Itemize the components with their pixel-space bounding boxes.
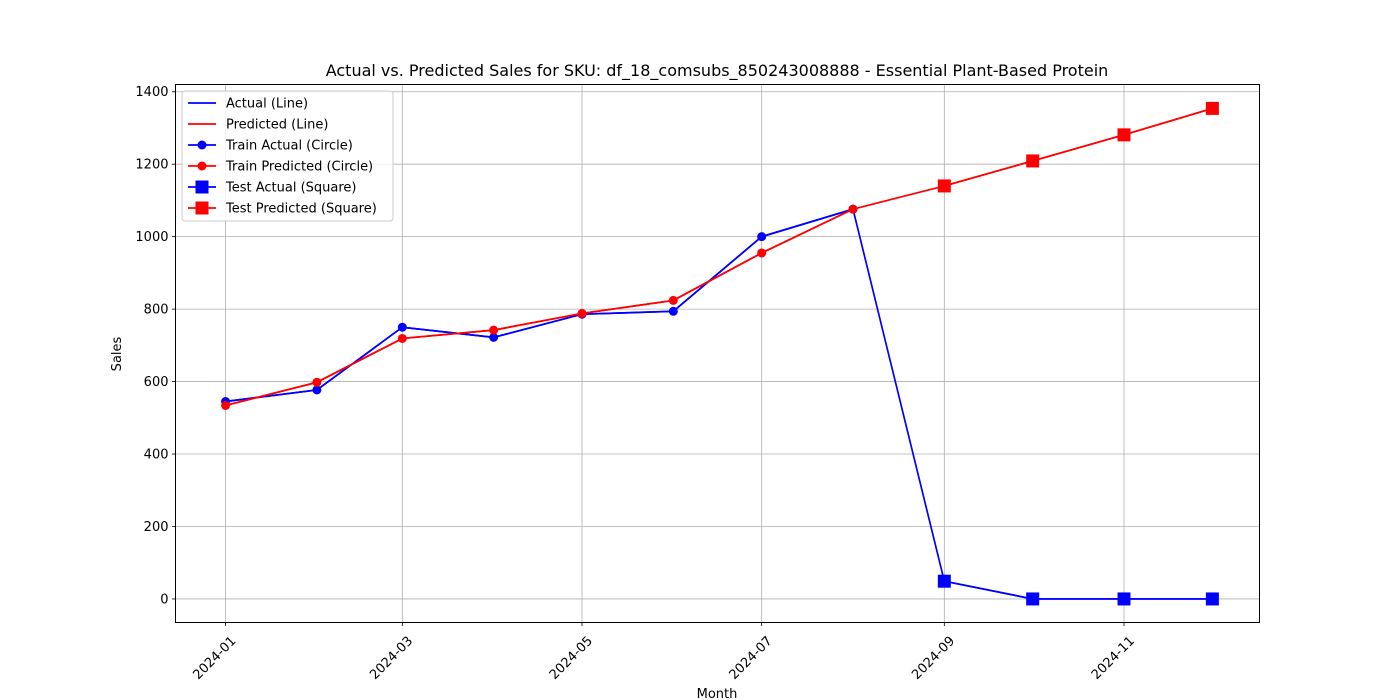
data-point bbox=[489, 332, 499, 342]
y-tick-label: 0 bbox=[160, 592, 168, 607]
legend-marker bbox=[197, 140, 207, 150]
legend-entry: Actual (Line) bbox=[188, 97, 308, 112]
x-axis-label: Month bbox=[697, 687, 738, 700]
series-line bbox=[944, 580, 1213, 600]
data-point bbox=[489, 325, 499, 335]
data-point bbox=[312, 377, 322, 387]
series-line bbox=[225, 208, 854, 403]
legend-entry: Train Predicted (Circle) bbox=[188, 160, 373, 175]
series-line bbox=[225, 208, 854, 407]
y-tick-label: 1400 bbox=[135, 85, 168, 100]
legend-marker bbox=[195, 180, 209, 194]
series-test-actual-square bbox=[937, 574, 1219, 606]
series-layer bbox=[221, 101, 1219, 606]
legend: Actual (Line) Predicted (Line) Train Actua… bbox=[181, 90, 394, 222]
legend-entry: Train Actual (Circle) bbox=[188, 139, 353, 154]
data-point bbox=[848, 204, 858, 214]
legend-entry: Predicted (Line) bbox=[188, 118, 328, 133]
series-test-predicted-square bbox=[937, 101, 1219, 193]
data-point bbox=[577, 308, 587, 318]
y-tick-label: 200 bbox=[144, 520, 169, 535]
plot-frame bbox=[175, 84, 1260, 623]
y-axis-ticks: 0 200 400 600 800 1000 1200 1400 bbox=[135, 85, 176, 607]
legend-label: Predicted (Line) bbox=[226, 118, 328, 133]
y-tick-label: 1200 bbox=[135, 158, 168, 173]
series-train-actual-circle bbox=[221, 204, 858, 407]
legend-label: Actual (Line) bbox=[226, 97, 308, 112]
legend-label: Test Actual (Square) bbox=[225, 181, 357, 196]
legend-entry: Test Actual (Square) bbox=[188, 180, 357, 196]
data-point bbox=[757, 232, 767, 242]
legend-box bbox=[181, 90, 394, 222]
y-tick-label: 400 bbox=[144, 448, 169, 463]
y-tick-label: 600 bbox=[144, 375, 169, 390]
y-tick-label: 1000 bbox=[135, 230, 168, 245]
legend-entry: Test Predicted (Square) bbox=[188, 201, 377, 217]
data-point bbox=[668, 306, 678, 316]
legend-marker bbox=[195, 201, 209, 215]
data-point bbox=[937, 179, 951, 193]
data-point bbox=[1205, 101, 1219, 115]
legend-label: Test Predicted (Square) bbox=[225, 202, 377, 217]
data-point bbox=[397, 322, 407, 332]
y-axis-label: Sales bbox=[110, 336, 125, 371]
data-point bbox=[757, 248, 767, 258]
data-point bbox=[1117, 592, 1131, 606]
data-point bbox=[221, 400, 231, 410]
chart-title: Actual vs. Predicted Sales for SKU: df_1… bbox=[326, 61, 1109, 81]
y-tick-label: 800 bbox=[144, 303, 169, 318]
data-point bbox=[397, 333, 407, 343]
legend-label: Train Predicted (Circle) bbox=[225, 160, 373, 175]
series-train-predicted-circle bbox=[221, 204, 858, 410]
data-point bbox=[1026, 592, 1040, 606]
data-point bbox=[1205, 592, 1219, 606]
legend-label: Train Actual (Circle) bbox=[225, 139, 353, 154]
series-line bbox=[944, 107, 1213, 187]
data-point bbox=[1026, 154, 1040, 168]
legend-marker bbox=[197, 161, 207, 171]
data-point bbox=[937, 574, 951, 588]
data-point bbox=[668, 295, 678, 305]
data-point bbox=[312, 385, 322, 395]
data-point bbox=[1117, 128, 1131, 142]
